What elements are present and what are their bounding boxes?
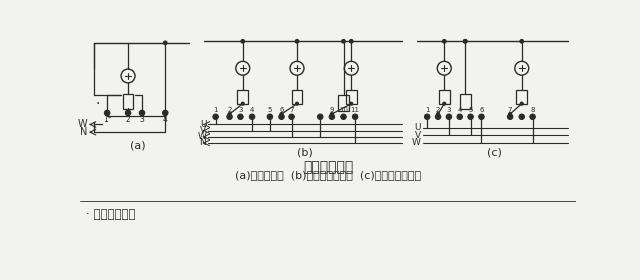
Text: 3: 3: [140, 115, 145, 124]
Text: 6: 6: [479, 107, 484, 113]
Text: (a): (a): [131, 140, 146, 150]
Circle shape: [330, 113, 333, 115]
Bar: [123, 94, 134, 109]
Circle shape: [530, 114, 535, 120]
Text: 5: 5: [268, 107, 272, 113]
Bar: [460, 94, 470, 109]
Circle shape: [340, 114, 346, 120]
Text: N: N: [81, 127, 88, 137]
Text: 11: 11: [351, 107, 360, 113]
Text: 2: 2: [125, 115, 131, 124]
Text: (a)单相电度表  (b)三相四线电度表  (c)三相三线电度表: (a)单相电度表 (b)三相四线电度表 (c)三相三线电度表: [235, 170, 421, 180]
Text: ·: ·: [95, 97, 100, 111]
Bar: [346, 90, 356, 104]
Circle shape: [296, 102, 298, 105]
Text: 1: 1: [213, 107, 218, 113]
Circle shape: [520, 39, 524, 43]
Text: 10: 10: [339, 107, 348, 113]
Circle shape: [279, 114, 284, 120]
Circle shape: [520, 102, 523, 105]
Circle shape: [241, 39, 244, 43]
Circle shape: [519, 114, 524, 120]
Circle shape: [241, 102, 244, 105]
Circle shape: [140, 110, 145, 116]
Circle shape: [342, 39, 345, 43]
Circle shape: [280, 113, 283, 115]
Bar: [292, 90, 303, 104]
Circle shape: [468, 114, 474, 120]
Text: 电度表接线图: 电度表接线图: [303, 161, 353, 175]
Text: 7: 7: [508, 107, 513, 113]
Text: 2: 2: [227, 107, 232, 113]
Text: 1*: 1*: [103, 115, 111, 124]
Bar: [516, 90, 527, 104]
Text: V: V: [200, 126, 206, 135]
Circle shape: [295, 39, 299, 43]
Bar: [439, 90, 450, 104]
Text: W: W: [198, 132, 206, 141]
Text: 6: 6: [279, 107, 284, 113]
Text: 3: 3: [447, 107, 451, 113]
Circle shape: [442, 39, 446, 43]
Text: 8: 8: [531, 107, 535, 113]
Circle shape: [479, 114, 484, 120]
Text: · 电度表接线图: · 电度表接线图: [86, 207, 136, 221]
Text: U: U: [200, 120, 206, 129]
Circle shape: [104, 110, 110, 116]
Circle shape: [164, 41, 167, 45]
Circle shape: [289, 114, 294, 120]
Circle shape: [125, 110, 131, 116]
Bar: [338, 95, 349, 111]
Text: 9: 9: [330, 107, 334, 113]
Text: 4: 4: [458, 107, 462, 113]
Text: N: N: [200, 138, 206, 148]
Bar: [237, 90, 248, 104]
Circle shape: [508, 114, 513, 120]
Circle shape: [457, 114, 463, 120]
Circle shape: [353, 114, 358, 120]
Circle shape: [317, 114, 323, 120]
Text: V: V: [415, 131, 421, 140]
Text: 2: 2: [436, 107, 440, 113]
Circle shape: [424, 114, 430, 120]
Text: 1: 1: [425, 107, 429, 113]
Text: U: U: [415, 123, 421, 132]
Circle shape: [350, 102, 353, 105]
Text: (b): (b): [297, 148, 312, 158]
Circle shape: [329, 114, 335, 120]
Text: (c): (c): [487, 148, 502, 158]
Circle shape: [213, 114, 218, 120]
Circle shape: [446, 114, 452, 120]
Circle shape: [435, 114, 441, 120]
Circle shape: [443, 102, 445, 105]
Circle shape: [267, 114, 273, 120]
Circle shape: [509, 113, 511, 115]
Circle shape: [228, 113, 231, 115]
Text: 3: 3: [238, 107, 243, 113]
Circle shape: [436, 113, 440, 115]
Circle shape: [463, 39, 467, 43]
Text: 5: 5: [468, 107, 473, 113]
Circle shape: [250, 114, 255, 120]
Circle shape: [227, 114, 232, 120]
Text: 4: 4: [163, 115, 168, 124]
Circle shape: [163, 110, 168, 116]
Circle shape: [237, 114, 243, 120]
Text: 7: 7: [289, 107, 294, 113]
Text: W: W: [78, 120, 88, 129]
Text: W: W: [412, 138, 421, 148]
Text: 4: 4: [250, 107, 254, 113]
Circle shape: [463, 39, 467, 43]
Circle shape: [349, 39, 353, 43]
